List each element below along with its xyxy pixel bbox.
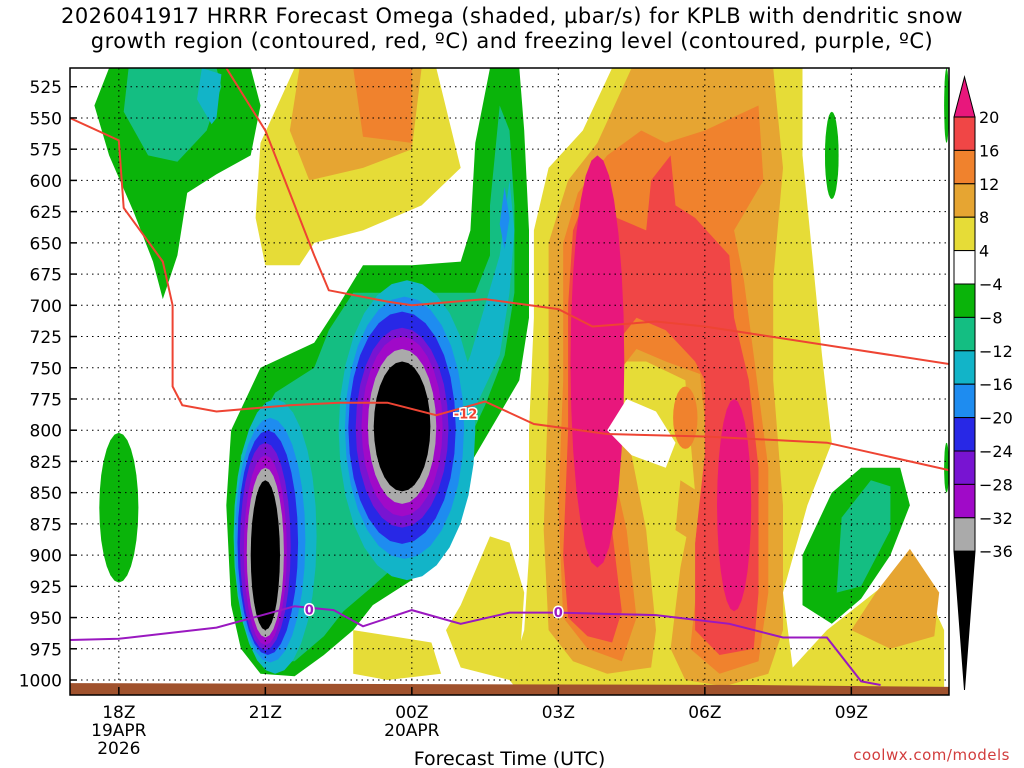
y-tick-label: 850: [30, 484, 62, 504]
colorbar-swatch: [953, 350, 976, 385]
omega-upward-region-nw-core: [197, 68, 222, 125]
colorbar-label: −16: [979, 375, 1013, 394]
colorbar-swatch: [953, 216, 976, 252]
x-tick-year-label: 2026: [97, 739, 140, 759]
y-tick-label: 925: [30, 578, 62, 598]
omega-upward-lobe-ne: [825, 111, 839, 200]
y-tick-label: 525: [30, 78, 62, 98]
colorbar-swatch: [953, 417, 976, 452]
colorbar-swatch: [953, 75, 976, 118]
y-tick-label: 550: [30, 109, 62, 129]
freezing-contour-label: 0: [554, 606, 563, 621]
y-tick-label: 750: [30, 359, 62, 379]
y-tick-label: 625: [30, 203, 62, 223]
gridlines: [70, 68, 949, 695]
y-tick-label: 675: [30, 266, 62, 286]
colorbar-swatch: [953, 250, 976, 285]
omega-downward-pocket: [675, 480, 700, 543]
y-tick-label: 800: [30, 422, 62, 442]
ground-fill: [70, 683, 949, 695]
colorbar-swatch: [953, 283, 976, 318]
omega-downward-lobe-s: [446, 536, 525, 680]
y-tick-label: 700: [30, 297, 62, 317]
chart-title-line-2: growth region (contoured, red, ºC) and f…: [90, 29, 934, 53]
colorbar-label: 16: [979, 141, 999, 160]
y-tick-label: 900: [30, 547, 62, 567]
colorbar-label: −8: [979, 308, 1003, 327]
dgz-contour-line: [70, 117, 949, 472]
y-tick-label: 875: [30, 515, 62, 535]
colorbar-swatch: [953, 383, 976, 419]
colorbar-swatch: [953, 149, 976, 185]
colorbar-swatch: [953, 183, 976, 218]
x-tick-label: 18Z: [102, 703, 135, 723]
colorbar-swatch: [953, 483, 976, 519]
y-tick-label: 825: [30, 453, 62, 473]
dgz-contour-line: [225, 68, 949, 365]
omega-upward-lobe-sw: [99, 432, 139, 583]
colorbar-label: −4: [979, 275, 1003, 294]
colorbar-label: −24: [979, 442, 1013, 461]
colorbar-label: 8: [979, 208, 989, 227]
colorbar-swatch: [953, 450, 976, 485]
colorbar-label: −36: [979, 542, 1013, 561]
colorbar-label: −32: [979, 509, 1013, 528]
omega-upward-lobe-se-inner: [836, 480, 891, 593]
x-tick-date-label: 19APR: [91, 721, 147, 741]
watermark: coolwx.com/models: [853, 746, 1010, 764]
omega-upward-edge-e: [944, 442, 949, 493]
colorbar-label: −28: [979, 475, 1013, 494]
y-axis: 525 550 575 600 625 650 675 700 725 750 775 800 825 8…: [19, 78, 77, 692]
dgz-contour-label: -12: [454, 407, 478, 422]
omega-downward-lobe-sw: [353, 630, 442, 680]
omega-downward-pocket-b: [673, 386, 698, 449]
omega-upward-core-a-max: [373, 361, 431, 492]
omega-neutral-hole: [607, 399, 676, 468]
freezing-contour-label: 0: [305, 604, 314, 619]
y-tick-label: 1000: [19, 672, 62, 692]
y-tick-label: 775: [30, 390, 62, 410]
x-axis-title: Forecast Time (UTC): [414, 748, 605, 768]
colorbar-label: 12: [979, 175, 999, 194]
plot-area: -12 0 0: [69, 67, 950, 696]
colorbar-swatch: [953, 316, 976, 352]
omega-upward-core-b-max: [250, 480, 280, 631]
colorbar-label: 4: [979, 242, 989, 261]
omega-downward-max-b: [717, 399, 752, 612]
freezing-level-line: [70, 605, 881, 686]
colorbar-swatch: [953, 116, 976, 151]
y-tick-label: 600: [30, 172, 62, 192]
colorbar-swatch: [953, 517, 976, 552]
y-tick-label: 575: [30, 141, 62, 161]
omega-upward-region-nw-inner: [123, 68, 222, 162]
colorbar-label: −20: [979, 409, 1013, 428]
omega-downward-max-a: [570, 155, 625, 568]
plot-frame: [69, 67, 950, 696]
y-tick-label: 975: [30, 640, 62, 660]
colorbar-swatch: [953, 550, 976, 691]
x-tick-date-label: 20APR: [384, 721, 440, 741]
omega-upward-tongue-core: [499, 186, 510, 250]
x-tick-label: 09Z: [835, 703, 868, 723]
x-tick-label: 21Z: [249, 703, 282, 723]
y-tick-label: 725: [30, 328, 62, 348]
chart-title: 2026041917 HRRR Forecast Omega (shaded, …: [0, 4, 1024, 54]
y-tick-label: 950: [30, 609, 62, 629]
chart-title-line-1: 2026041917 HRRR Forecast Omega (shaded, …: [60, 4, 964, 28]
colorbar: 20 16 12 8 4 −4 −8 −12 −16 −20 −24 −28 −32 −36: [953, 75, 1013, 691]
contour-lines: -12 0 0: [70, 68, 949, 686]
x-tick-label: 03Z: [542, 703, 575, 723]
omega-downward-lobe-se: [851, 548, 940, 649]
colorbar-label: 20: [979, 108, 999, 127]
ground: [70, 683, 949, 695]
x-tick-label: 06Z: [688, 703, 721, 723]
y-tick-label: 650: [30, 234, 62, 254]
x-tick-label: 00Z: [395, 703, 428, 723]
colorbar-label: −12: [979, 342, 1013, 361]
